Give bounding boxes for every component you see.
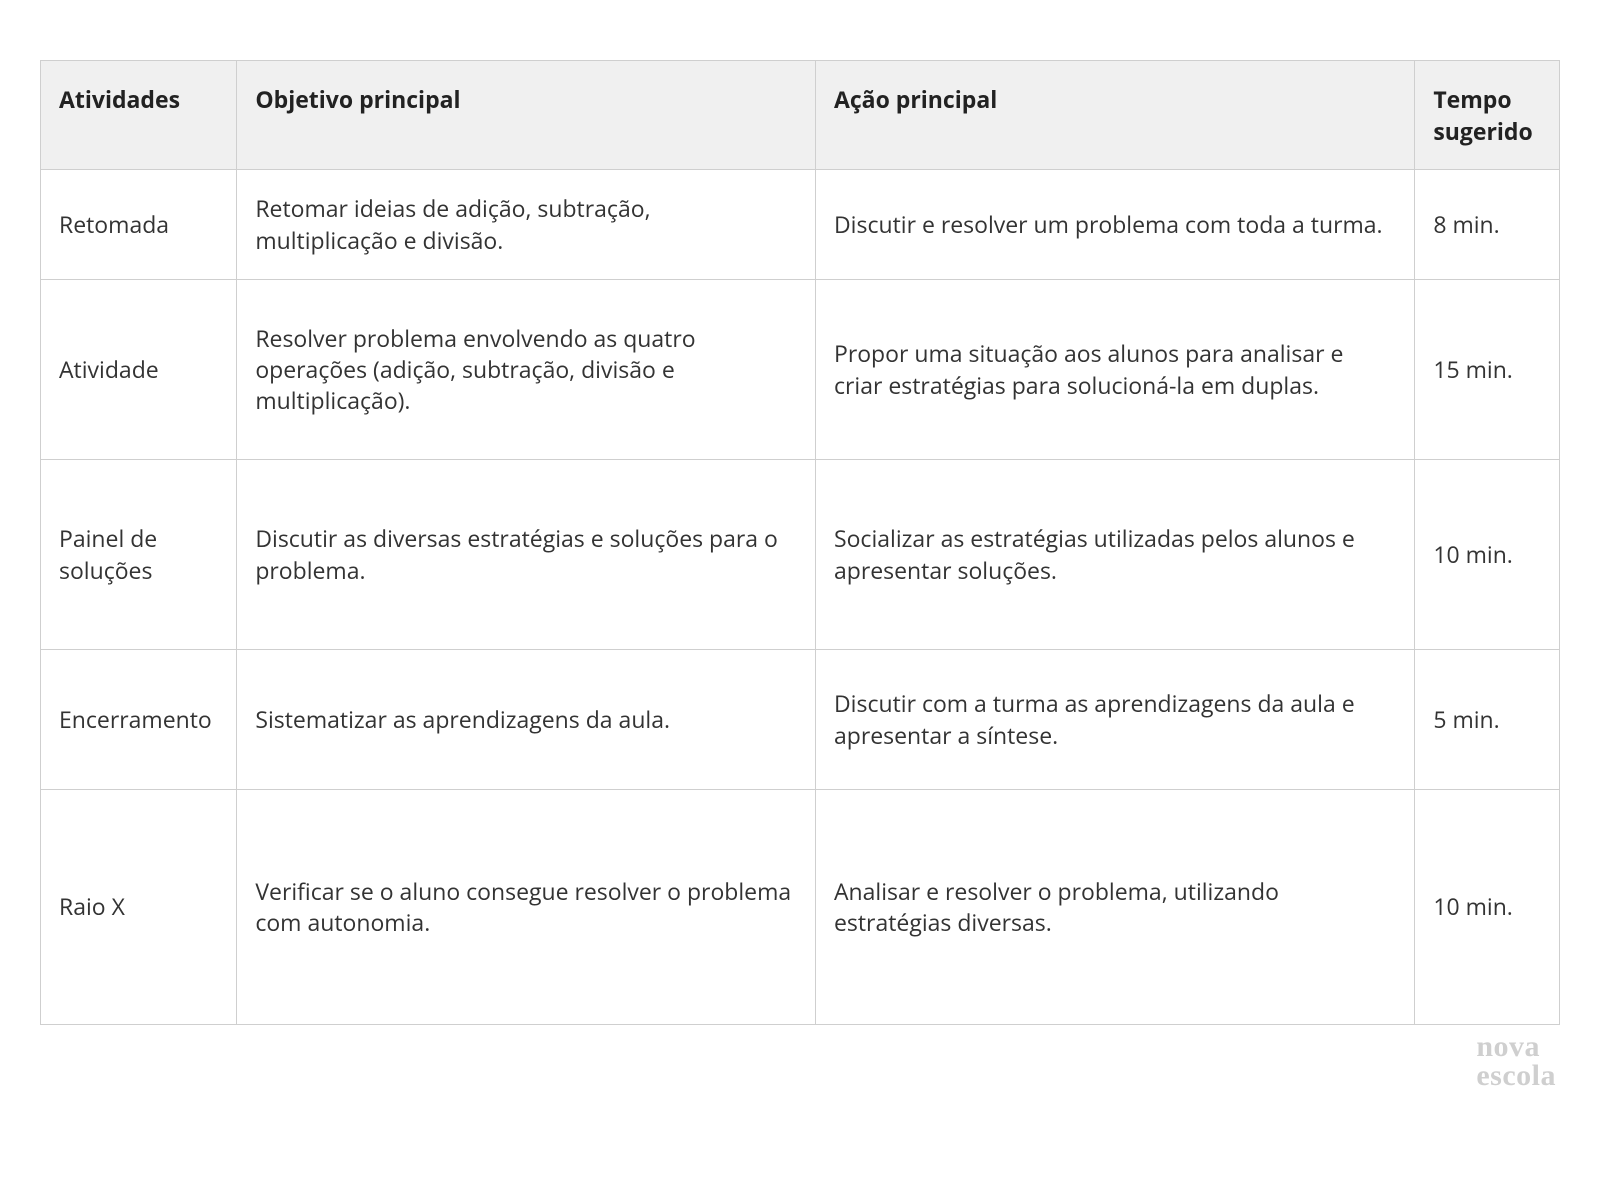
- cell-atividades: Atividade: [41, 280, 237, 460]
- table-row: Retomada Retomar ideias de adição, subtr…: [41, 170, 1560, 280]
- cell-acao: Analisar e resolver o problema, utilizan…: [815, 790, 1414, 1025]
- table-row: Raio X Verificar se o aluno consegue res…: [41, 790, 1560, 1025]
- cell-tempo: 5 min.: [1415, 650, 1560, 790]
- cell-objetivo: Verificar se o aluno consegue resolver o…: [237, 790, 816, 1025]
- table-row: Painel de soluções Discutir as diversas …: [41, 460, 1560, 650]
- table-header-row: Atividades Objetivo principal Ação princ…: [41, 61, 1560, 170]
- col-header-tempo: Tempo sugerido: [1415, 61, 1560, 170]
- cell-atividades: Retomada: [41, 170, 237, 280]
- cell-atividades: Raio X: [41, 790, 237, 1025]
- cell-objetivo: Resolver problema envolvendo as quatro o…: [237, 280, 816, 460]
- cell-objetivo: Discutir as diversas estratégias e soluç…: [237, 460, 816, 650]
- cell-tempo: 10 min.: [1415, 460, 1560, 650]
- table-row: Atividade Resolver problema envolvendo a…: [41, 280, 1560, 460]
- cell-objetivo: Sistematizar as aprendizagens da aula.: [237, 650, 816, 790]
- cell-acao: Discutir e resolver um problema com toda…: [815, 170, 1414, 280]
- cell-acao: Propor uma situação aos alunos para anal…: [815, 280, 1414, 460]
- cell-acao: Socializar as estratégias utilizadas pel…: [815, 460, 1414, 650]
- col-header-objetivo: Objetivo principal: [237, 61, 816, 170]
- cell-tempo: 15 min.: [1415, 280, 1560, 460]
- col-header-atividades: Atividades: [41, 61, 237, 170]
- cell-tempo: 8 min.: [1415, 170, 1560, 280]
- activities-table: Atividades Objetivo principal Ação princ…: [40, 60, 1560, 1025]
- col-header-acao: Ação principal: [815, 61, 1414, 170]
- brand-logo: nova escola: [40, 1033, 1560, 1090]
- brand-logo-text: nova escola: [1476, 1033, 1556, 1090]
- brand-logo-line2: escola: [1476, 1059, 1556, 1092]
- cell-acao: Discutir com a turma as aprendizagens da…: [815, 650, 1414, 790]
- table-row: Encerramento Sistematizar as aprendizage…: [41, 650, 1560, 790]
- cell-atividades: Painel de soluções: [41, 460, 237, 650]
- cell-tempo: 10 min.: [1415, 790, 1560, 1025]
- cell-objetivo: Retomar ideias de adição, subtração, mul…: [237, 170, 816, 280]
- cell-atividades: Encerramento: [41, 650, 237, 790]
